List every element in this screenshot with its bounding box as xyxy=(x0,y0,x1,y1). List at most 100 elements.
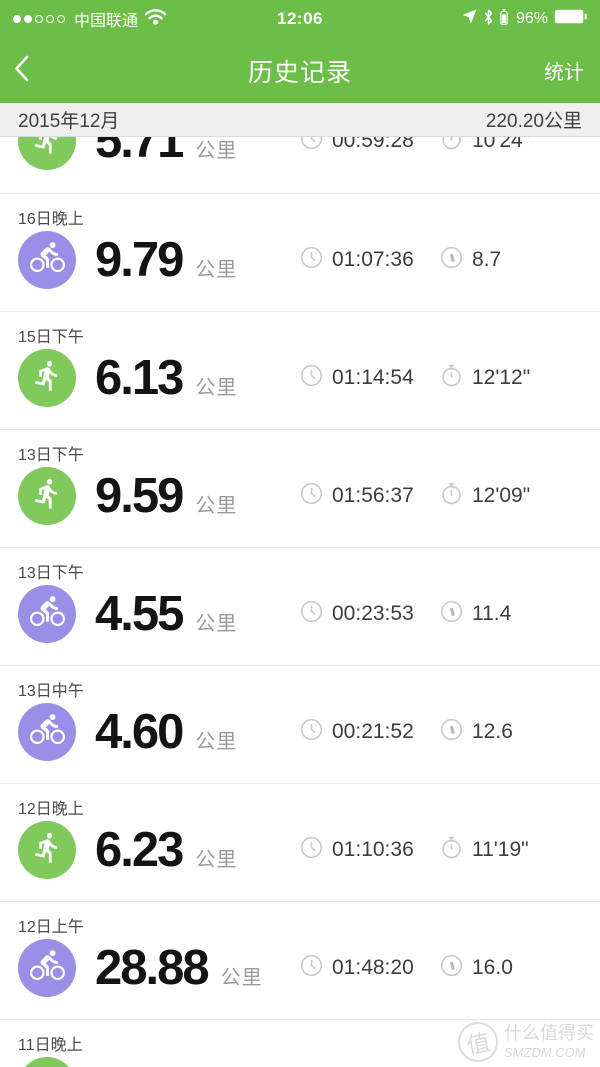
stopwatch-icon xyxy=(440,482,463,510)
activity-icon xyxy=(18,585,76,643)
status-bar: 中国联通 12:06 96% xyxy=(0,0,600,38)
activity-icon xyxy=(18,467,76,525)
record-date-label: 15日下午 xyxy=(18,329,84,346)
record-date-label: 13日下午 xyxy=(18,565,84,582)
battery-icon xyxy=(554,9,587,29)
nav-bar: 历史记录 统计 xyxy=(0,38,600,103)
run-icon xyxy=(31,137,64,160)
duration-value: 01:56:37 xyxy=(332,484,414,507)
clock-icon xyxy=(300,482,323,510)
distance-value: 5.71 xyxy=(95,137,184,168)
pace-value: 12.6 xyxy=(472,720,513,743)
pace-value: 12'12" xyxy=(472,366,531,389)
pace-value: 8.7 xyxy=(472,248,502,271)
activity-icon xyxy=(18,703,76,761)
record-row[interactable]: 12日上午 28.88 公里 xyxy=(0,902,600,1020)
activity-icon xyxy=(18,939,76,997)
clock-icon xyxy=(300,954,323,982)
record-date-label: 12日上午 xyxy=(18,919,84,936)
clock-icon xyxy=(300,364,323,392)
clock-icon xyxy=(300,600,323,628)
pace-value: 16.0 xyxy=(472,956,513,979)
month-label: 2015年12月 xyxy=(18,111,120,132)
pace-value: 11'19" xyxy=(472,838,529,861)
distance-value: 6.23 xyxy=(95,822,184,877)
record-row[interactable]: 13日下午 4.55 公里 xyxy=(0,548,600,666)
distance-value: 4.55 xyxy=(95,586,184,641)
record-row[interactable]: 13日下午 9.59 公里 xyxy=(0,430,600,548)
distance-value: 6.13 xyxy=(95,350,184,405)
carrier-label: 中国联通 xyxy=(74,13,139,30)
record-date-label: 13日下午 xyxy=(18,447,84,464)
bluetooth-icon xyxy=(483,8,494,30)
pace-value: 12'09" xyxy=(472,484,531,507)
stopwatch-icon xyxy=(440,836,463,864)
run-icon xyxy=(31,359,64,397)
pace-value: 10'24" xyxy=(472,137,531,152)
distance-value: 9.79 xyxy=(95,232,184,287)
run-icon xyxy=(31,477,64,515)
clock-time: 12:06 xyxy=(277,9,323,28)
gauge-icon xyxy=(440,246,463,274)
back-chevron-icon xyxy=(14,55,29,87)
duration-value: 00:59:28 xyxy=(332,137,414,152)
activity-icon xyxy=(18,1057,76,1067)
activity-icon xyxy=(18,821,76,879)
page-title: 历史记录 xyxy=(247,58,352,87)
distance-value: 4.60 xyxy=(95,704,184,759)
gauge-icon xyxy=(440,718,463,746)
stopwatch-icon xyxy=(440,364,463,392)
distance-unit-label: 公里 xyxy=(195,139,238,162)
duration-value: 01:48:20 xyxy=(332,956,414,979)
record-date-label: 12日晚上 xyxy=(18,801,84,818)
record-date-label: 11日晚上 xyxy=(18,1037,83,1054)
distance-value: 28.88 xyxy=(95,940,210,995)
month-total-distance: 220.20公里 xyxy=(485,111,582,132)
duration-value: 00:23:53 xyxy=(332,602,414,625)
duration-value: 01:10:36 xyxy=(332,838,414,861)
distance-unit-label: 公里 xyxy=(195,730,238,753)
clock-icon xyxy=(300,137,323,155)
record-row[interactable]: 13日中午 4.60 公里 xyxy=(0,666,600,784)
back-button[interactable] xyxy=(14,38,58,103)
location-arrow-icon xyxy=(462,9,477,29)
record-row[interactable]: 5.71 公里 00:59:28 10'24" xyxy=(0,137,600,194)
duration-value: 00:21:52 xyxy=(332,720,414,743)
gauge-icon xyxy=(440,954,463,982)
record-row[interactable]: 12日晚上 6.23 公里 xyxy=(0,784,600,902)
records-list: 5.71 公里 00:59:28 10'24" xyxy=(0,137,600,1067)
battery-percent-label: 96% xyxy=(515,10,548,27)
month-section-header: 2015年12月 220.20公里 xyxy=(0,103,600,137)
clock-icon xyxy=(300,836,323,864)
distance-unit-label: 公里 xyxy=(195,258,238,281)
run-icon xyxy=(31,831,64,869)
distance-unit-label: 公里 xyxy=(195,848,238,871)
bike-icon xyxy=(29,594,65,634)
stopwatch-icon xyxy=(440,137,463,155)
distance-value: 9.59 xyxy=(95,468,184,523)
distance-unit-label: 公里 xyxy=(195,376,238,399)
gauge-icon xyxy=(440,600,463,628)
bike-icon xyxy=(29,948,65,988)
duration-value: 01:14:54 xyxy=(332,366,414,389)
wifi-icon xyxy=(144,8,167,30)
clock-icon xyxy=(300,718,323,746)
bike-icon xyxy=(29,712,65,752)
bike-icon xyxy=(29,240,65,280)
distance-unit-label: 公里 xyxy=(220,966,263,989)
activity-icon xyxy=(18,349,76,407)
record-row[interactable]: 11日晚上 xyxy=(0,1020,600,1067)
record-row[interactable]: 16日晚上 9.79 公里 xyxy=(0,194,600,312)
cell-signal-icon xyxy=(13,15,65,23)
record-date-label: 16日晚上 xyxy=(18,211,84,228)
clock-icon xyxy=(300,246,323,274)
distance-unit-label: 公里 xyxy=(195,494,238,517)
activity-icon xyxy=(18,137,76,170)
record-row[interactable]: 15日下午 6.13 公里 xyxy=(0,312,600,430)
distance-unit-label: 公里 xyxy=(195,612,238,635)
peripheral-battery-icon xyxy=(500,8,508,30)
pace-value: 11.4 xyxy=(472,602,512,625)
record-date-label: 13日中午 xyxy=(18,683,84,700)
statistics-button[interactable]: 统计 xyxy=(544,62,584,84)
duration-value: 01:07:36 xyxy=(332,248,414,271)
